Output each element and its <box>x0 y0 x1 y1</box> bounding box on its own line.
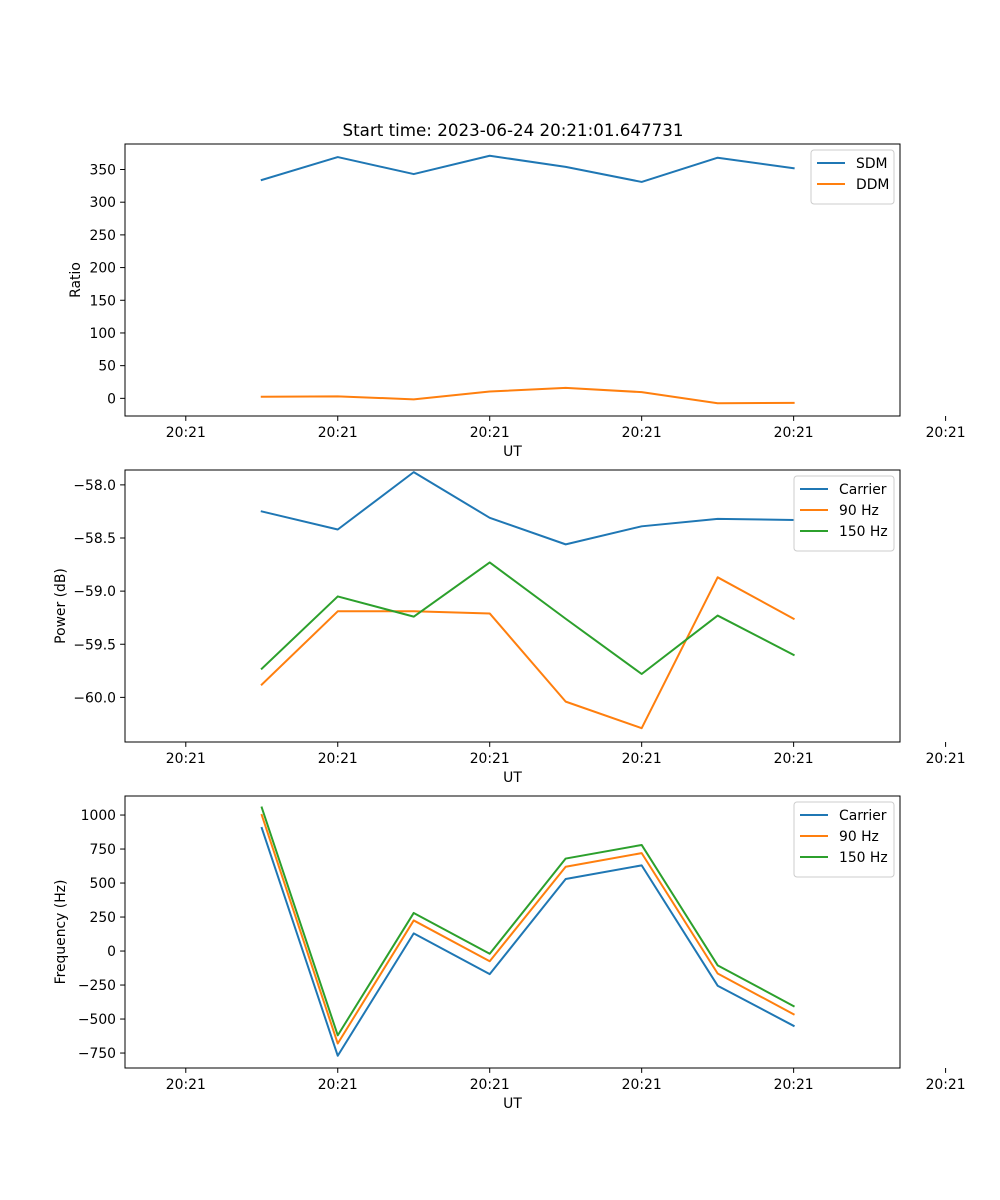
y-tick-label: 150 <box>89 293 116 309</box>
legend-label-3: 150 Hz <box>839 524 888 540</box>
series-line-1 <box>260 826 795 1057</box>
x-tick-label: 20:21 <box>318 1077 358 1093</box>
series-line-2 <box>260 576 795 730</box>
x-axis-label: UT <box>503 1096 522 1112</box>
y-tick-label: −60.0 <box>73 690 116 706</box>
legend-label-1: Carrier <box>839 808 887 824</box>
y-tick-label: 200 <box>89 261 116 277</box>
legend-box <box>793 475 895 552</box>
series-line-3 <box>260 561 795 675</box>
legend-label-1: SDM <box>856 156 888 172</box>
y-axis-label: Frequency (Hz) <box>53 880 69 985</box>
x-tick-label: 20:21 <box>774 1077 814 1093</box>
x-tick-label: 20:21 <box>470 425 510 441</box>
legend-box <box>793 801 895 878</box>
x-tick-label: 20:21 <box>926 425 966 441</box>
legend-label-2: DDM <box>856 177 889 193</box>
legend-label-2: 90 Hz <box>839 829 879 845</box>
series-line-1 <box>260 154 795 183</box>
y-tick-label: 50 <box>98 359 116 375</box>
y-tick-label: 250 <box>89 910 116 926</box>
x-tick-label: 20:21 <box>926 1077 966 1093</box>
y-tick-label: −59.0 <box>73 584 116 600</box>
plot-frame <box>124 143 901 417</box>
y-tick-label: 1000 <box>81 808 116 824</box>
x-axis-label: UT <box>503 770 522 786</box>
x-tick-label: 20:21 <box>166 751 206 767</box>
y-tick-label: 0 <box>107 391 116 407</box>
x-tick-label: 20:21 <box>774 425 814 441</box>
x-tick-label: 20:21 <box>470 1077 510 1093</box>
x-tick-label: 20:21 <box>622 751 662 767</box>
x-tick-label: 20:21 <box>470 751 510 767</box>
y-tick-label: −500 <box>78 1012 116 1028</box>
y-tick-label: 350 <box>89 163 116 179</box>
legend-label-3: 150 Hz <box>839 850 888 866</box>
x-tick-label: 20:21 <box>318 751 358 767</box>
chart-title: Start time: 2023-06-24 20:21:01.647731 <box>343 120 684 140</box>
y-axis-label: Ratio <box>68 262 84 298</box>
plot-frame <box>124 469 901 743</box>
series-line-2 <box>260 386 795 405</box>
y-tick-label: 750 <box>89 842 116 858</box>
x-tick-label: 20:21 <box>774 751 814 767</box>
chart-panel-1: 20:2120:2120:2120:2120:2120:2120:2205010… <box>68 143 966 460</box>
plot-frame <box>124 795 901 1069</box>
series-line-3 <box>260 806 795 1037</box>
y-tick-label: 500 <box>89 876 116 892</box>
x-tick-label: 20:21 <box>166 425 206 441</box>
x-tick-label: 20:21 <box>166 1077 206 1093</box>
y-tick-label: −250 <box>78 978 116 994</box>
y-tick-label: −58.5 <box>73 531 116 547</box>
y-tick-label: 0 <box>107 944 116 960</box>
series-line-1 <box>260 471 795 546</box>
y-tick-label: 250 <box>89 228 116 244</box>
y-tick-label: −750 <box>78 1046 116 1062</box>
chart-panel-3: 20:2120:2120:2120:2120:2120:2120:22−750−… <box>53 795 966 1112</box>
chart-panel-2: 20:2120:2120:2120:2120:2120:2120:22−60.0… <box>53 469 966 786</box>
panels: 20:2120:2120:2120:2120:2120:2120:2205010… <box>53 143 966 1112</box>
y-tick-label: −59.5 <box>73 637 116 653</box>
y-tick-label: −58.0 <box>73 478 116 494</box>
series-line-2 <box>260 813 795 1045</box>
x-tick-label: 20:21 <box>622 1077 662 1093</box>
y-tick-label: 100 <box>89 326 116 342</box>
legend-label-1: Carrier <box>839 482 887 498</box>
x-axis-label: UT <box>503 444 522 460</box>
y-axis-label: Power (dB) <box>53 568 69 644</box>
x-tick-label: 20:21 <box>318 425 358 441</box>
y-tick-label: 300 <box>89 195 116 211</box>
x-tick-label: 20:21 <box>622 425 662 441</box>
x-tick-label: 20:21 <box>926 751 966 767</box>
legend-label-2: 90 Hz <box>839 503 879 519</box>
